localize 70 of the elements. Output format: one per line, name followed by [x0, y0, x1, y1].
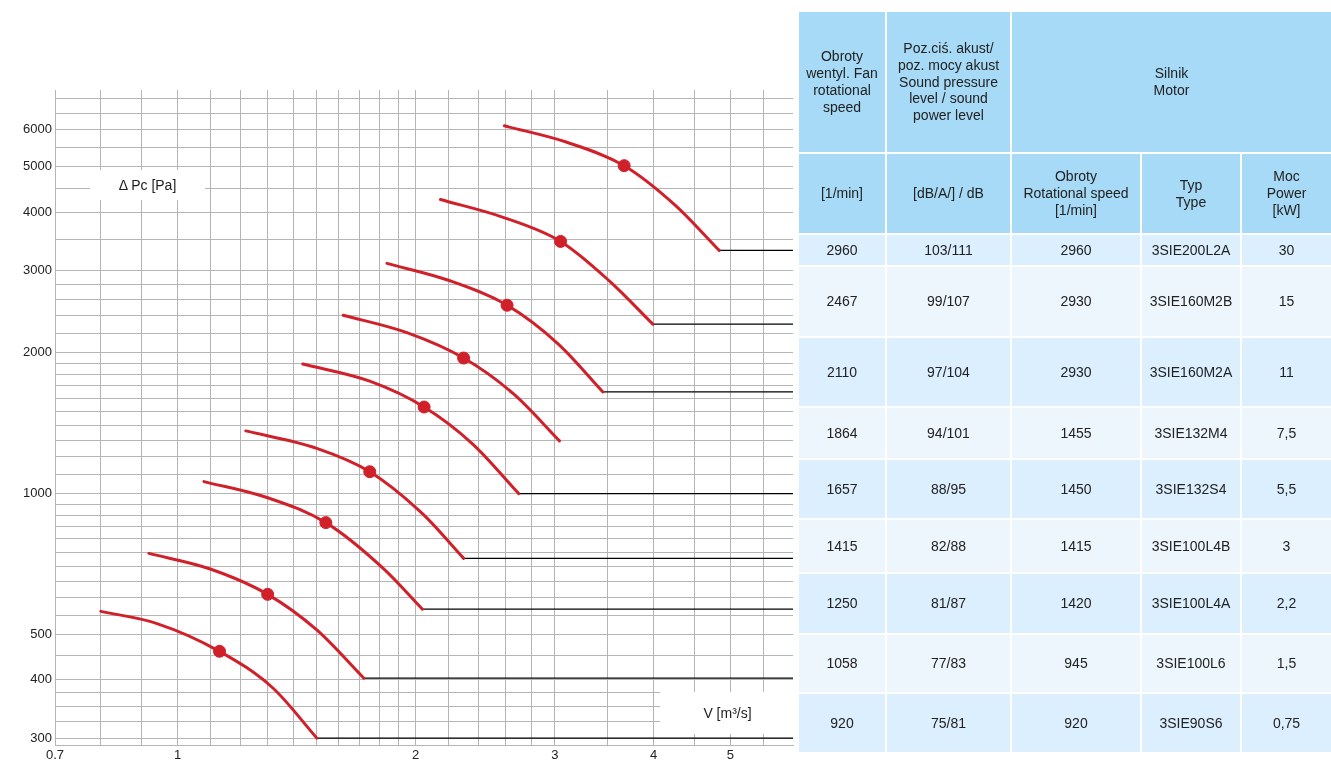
- text: 1058: [798, 634, 886, 693]
- text: 3SIE200L2A: [1141, 234, 1241, 266]
- text: 1864: [798, 407, 886, 459]
- text: 3SIE132M4: [1141, 407, 1241, 459]
- text: 11: [1241, 337, 1331, 407]
- text: 3SIE160M2B: [1141, 266, 1241, 337]
- text: 945: [1011, 634, 1141, 693]
- x-tick-label: 2: [412, 747, 420, 763]
- text: 5,5: [1241, 459, 1331, 519]
- y-tick-label: 400: [30, 671, 52, 687]
- y-tick-label: 1000: [23, 485, 52, 501]
- text: 1,5: [1241, 634, 1331, 693]
- text: 2960: [1011, 234, 1141, 266]
- text: 1415: [1011, 519, 1141, 573]
- y-tick-label: 300: [30, 729, 52, 745]
- text: 3SIE100L6: [1141, 634, 1241, 693]
- text: 1455: [1011, 407, 1141, 459]
- text: 2960: [798, 234, 886, 266]
- text: 3SIE90S6: [1141, 693, 1241, 753]
- text: 1250: [798, 573, 886, 634]
- x-tick-label: 1: [173, 747, 182, 763]
- x-tick-label: 0.7: [45, 747, 65, 763]
- text: 2930: [1011, 337, 1141, 407]
- axis-title-box: Δ Pc [Pa]: [90, 170, 205, 200]
- text: Typ Type: [1141, 153, 1241, 234]
- text: 81/87: [886, 573, 1011, 634]
- y-tick-label: 500: [30, 625, 52, 641]
- text: 88/95: [886, 459, 1011, 519]
- text: Silnik Motor: [1011, 11, 1331, 153]
- y-tick-label: 3000: [23, 262, 52, 278]
- text: 3SIE132S4: [1141, 459, 1241, 519]
- text: 1450: [1011, 459, 1141, 519]
- text: 30: [1241, 234, 1331, 266]
- text: 0,75: [1241, 693, 1331, 753]
- text: Obroty Rotational speed [1/min]: [1011, 153, 1141, 234]
- y-tick-label: 6000: [23, 121, 52, 137]
- text: Obroty wentyl. Fan rotational speed: [798, 11, 886, 153]
- text: 920: [1011, 693, 1141, 753]
- y-tick-label: 4000: [23, 203, 52, 219]
- text: 920: [798, 693, 886, 753]
- text: Moc Power [kW]: [1241, 153, 1331, 234]
- x-tick-label: 5: [726, 747, 734, 763]
- text: 97/104: [886, 337, 1011, 407]
- text: 77/83: [886, 634, 1011, 693]
- text: 1420: [1011, 573, 1141, 634]
- text: 3SIE100L4A: [1141, 573, 1241, 634]
- y-tick-label: 5000: [23, 158, 52, 174]
- text: 7,5: [1241, 407, 1331, 459]
- x-tick-label: 4: [650, 747, 658, 763]
- text: 99/107: [886, 266, 1011, 337]
- text: [1/min]: [798, 153, 886, 234]
- text: 2,2: [1241, 573, 1331, 634]
- text: 2930: [1011, 266, 1141, 337]
- text: 75/81: [886, 693, 1011, 753]
- text: 3SIE100L4B: [1141, 519, 1241, 573]
- text: 15: [1241, 266, 1331, 337]
- text: 2467: [798, 266, 886, 337]
- text: 3: [1241, 519, 1331, 573]
- text: 3SIE160M2A: [1141, 337, 1241, 407]
- text: 82/88: [886, 519, 1011, 573]
- text: 103/111: [886, 234, 1011, 266]
- text: 94/101: [886, 407, 1011, 459]
- text: Poz.ciś. akust/ poz. mocy akust Sound pressure level / sound power level: [886, 11, 1011, 153]
- text: [dB/A/] / dB: [886, 153, 1011, 234]
- text: 2110: [798, 337, 886, 407]
- axis-title-box: V [m³/s]: [660, 692, 795, 734]
- text: 1657: [798, 459, 886, 519]
- y-tick-label: 2000: [23, 344, 52, 360]
- x-tick-label: 3: [551, 747, 559, 763]
- text: 1415: [798, 519, 886, 573]
